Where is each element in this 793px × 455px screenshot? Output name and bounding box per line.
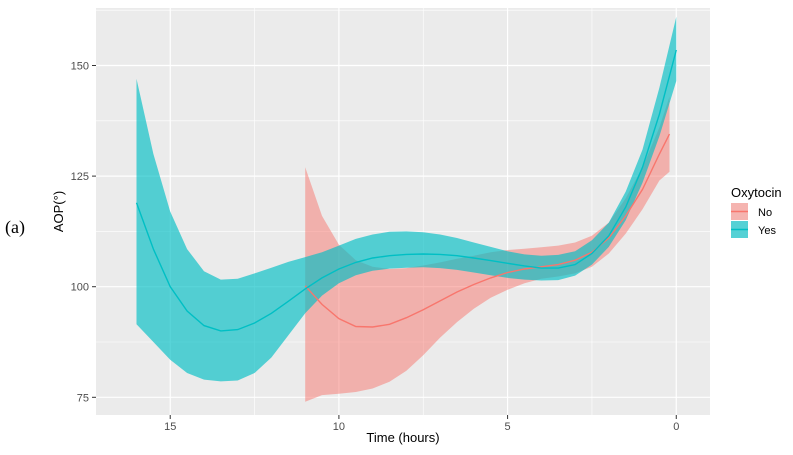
series-lines	[135, 49, 677, 332]
y-tick-label: 75	[77, 392, 89, 404]
y-axis-title: AOP(°)	[51, 191, 66, 232]
line-no	[304, 133, 671, 328]
legend-label-no: No	[758, 207, 772, 219]
legend-label-yes: Yes	[758, 225, 776, 237]
x-axis-title: Time (hours)	[366, 430, 439, 445]
y-tick-label: 125	[71, 171, 89, 183]
panel-label: (a)	[5, 217, 25, 237]
band-yes	[136, 16, 677, 382]
y-tick-label: 150	[71, 61, 89, 73]
confidence-bands	[136, 16, 677, 402]
x-tick-label: 15	[164, 421, 176, 433]
x-tick-label: 5	[505, 421, 511, 433]
line-yes	[135, 49, 677, 332]
x-tick-label: 0	[673, 421, 679, 433]
legend-title: Oxytocin	[731, 185, 782, 200]
y-tick-label: 100	[71, 282, 89, 294]
y-axis-ticks: 75 100 125 150	[71, 61, 96, 404]
x-axis-ticks: 15 10 5 0	[164, 415, 679, 433]
band-no	[305, 96, 670, 402]
x-tick-label: 10	[333, 421, 345, 433]
legend: Oxytocin No Yes	[731, 185, 782, 238]
